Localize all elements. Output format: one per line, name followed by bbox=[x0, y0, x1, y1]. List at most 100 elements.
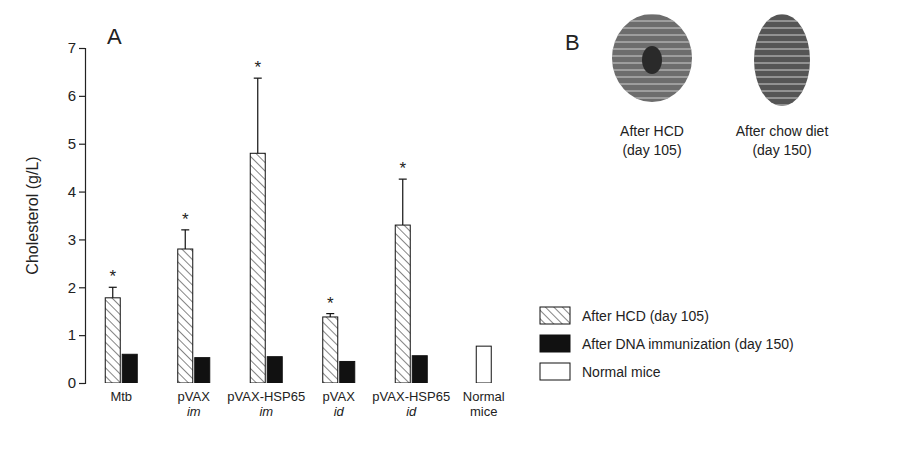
legend-label: After HCD (day 105) bbox=[582, 308, 709, 324]
legend-swatch bbox=[540, 363, 570, 380]
section-stripe bbox=[754, 63, 810, 64]
section-stripe bbox=[754, 91, 810, 92]
error-bar bbox=[399, 179, 407, 225]
x-axis: MtbpVAXimpVAX-HSP65impVAXidpVAX-HSP65idN… bbox=[86, 383, 521, 419]
section-lumen bbox=[642, 46, 662, 74]
bar bbox=[178, 249, 193, 383]
y-tick: 4 bbox=[68, 183, 85, 200]
figure: 01234567MtbpVAXimpVAX-HSP65impVAXidpVAX-… bbox=[0, 0, 903, 458]
bar bbox=[323, 317, 338, 383]
x-tick: pVAXid bbox=[323, 383, 356, 419]
section-stripe bbox=[754, 70, 810, 71]
section-stripe bbox=[754, 56, 810, 57]
section-stripe bbox=[754, 98, 810, 99]
error-bar-cap bbox=[326, 313, 334, 314]
section-stripe bbox=[754, 105, 810, 106]
section-image bbox=[612, 14, 692, 102]
y-tick: 3 bbox=[68, 231, 85, 248]
x-axis-line bbox=[86, 383, 521, 384]
x-tick: pVAX-HSP65im bbox=[227, 383, 305, 419]
tissue-section bbox=[612, 14, 692, 102]
y-tick-label: 3 bbox=[68, 231, 76, 248]
error-bar bbox=[109, 287, 117, 298]
x-tick: Normalmice bbox=[463, 383, 505, 419]
y-tick-mark bbox=[79, 191, 85, 192]
y-tick-label: 1 bbox=[68, 326, 76, 343]
bar bbox=[267, 357, 282, 383]
x-tick-label-line: pVAX-HSP65 bbox=[372, 389, 450, 404]
x-tick-label: pVAX-HSP65im bbox=[227, 389, 305, 419]
error-bar-stem bbox=[185, 230, 186, 249]
y-tick-mark bbox=[79, 287, 85, 288]
y-tick-label: 5 bbox=[68, 135, 76, 152]
legend-entry: After DNA immunization (day 150) bbox=[540, 335, 794, 352]
section-stripe bbox=[612, 28, 692, 29]
error-bar-stem bbox=[257, 78, 258, 153]
panel-label: A bbox=[107, 24, 122, 49]
section-stripe bbox=[754, 49, 810, 50]
bar bbox=[412, 356, 427, 383]
legend-label: Normal mice bbox=[582, 364, 661, 380]
y-tick: 2 bbox=[68, 279, 85, 296]
error-bar-cap bbox=[254, 78, 262, 79]
bar bbox=[476, 346, 491, 383]
significance-mark: * bbox=[327, 294, 334, 313]
x-tick: pVAXim bbox=[178, 383, 211, 419]
x-tick-label-line: mice bbox=[470, 404, 497, 419]
y-tick-mark bbox=[79, 335, 85, 336]
section-stripe bbox=[754, 42, 810, 43]
section-stripes bbox=[754, 14, 810, 105]
section-stripe bbox=[612, 21, 692, 22]
y-tick: 7 bbox=[68, 39, 85, 56]
bar bbox=[195, 358, 210, 383]
x-tick-label: pVAXim bbox=[178, 389, 211, 419]
x-tick-label-line: Mtb bbox=[110, 389, 132, 404]
legend-entry: After HCD (day 105) bbox=[540, 307, 709, 324]
error-bar bbox=[254, 78, 262, 153]
error-bar-stem bbox=[402, 179, 403, 225]
y-tick: 6 bbox=[68, 87, 85, 104]
error-bar-stem bbox=[112, 287, 113, 298]
x-tick: pVAX-HSP65id bbox=[372, 383, 450, 419]
bar bbox=[105, 298, 120, 383]
error-bar-cap bbox=[399, 179, 407, 180]
legend: After HCD (day 105) After DNA immunizatio… bbox=[540, 307, 794, 380]
error-bar-cap bbox=[109, 287, 117, 288]
x-tick-label-line: Normal bbox=[463, 389, 505, 404]
section-stripe bbox=[754, 28, 810, 29]
y-tick-label: 4 bbox=[68, 183, 76, 200]
section-stripes bbox=[612, 14, 692, 98]
significance-mark: * bbox=[182, 210, 189, 229]
section-stripe bbox=[612, 35, 692, 36]
error-bar bbox=[326, 314, 334, 317]
x-tick-label-line: pVAX bbox=[178, 389, 211, 404]
x-tick-label: Mtb bbox=[110, 389, 132, 404]
y-tick-mark bbox=[79, 96, 85, 97]
x-tick-label-line: id bbox=[334, 404, 345, 419]
y-tick-mark bbox=[79, 383, 85, 384]
section-stripe bbox=[754, 77, 810, 78]
annotations: ***** bbox=[109, 58, 406, 312]
error-bar bbox=[181, 230, 189, 249]
section-image bbox=[754, 14, 810, 106]
bars bbox=[105, 78, 491, 383]
y-tick-label: 0 bbox=[68, 374, 76, 391]
y-tick-label: 6 bbox=[68, 87, 76, 104]
legend-entry: Normal mice bbox=[540, 363, 661, 380]
x-tick-label: Normalmice bbox=[463, 389, 505, 419]
bar bbox=[340, 361, 355, 383]
panel-b: BAfter HCD(day 105)After chow diet(day 1… bbox=[565, 14, 828, 158]
legend-swatch bbox=[540, 335, 570, 352]
significance-mark: * bbox=[399, 159, 406, 178]
x-tick-label-line: pVAX bbox=[323, 389, 356, 404]
x-tick-label-line: im bbox=[259, 404, 273, 419]
x-tick-label-line: pVAX-HSP65 bbox=[227, 389, 305, 404]
y-tick-mark bbox=[79, 239, 85, 240]
y-axis-title: Cholesterol (g/L) bbox=[24, 156, 41, 274]
image-caption: After HCD bbox=[620, 123, 684, 139]
image-caption: After chow diet bbox=[736, 123, 829, 139]
section-stripe bbox=[612, 42, 692, 43]
y-axis-line bbox=[79, 49, 86, 384]
panel-label: B bbox=[565, 30, 580, 55]
y-tick-label: 2 bbox=[68, 279, 76, 296]
